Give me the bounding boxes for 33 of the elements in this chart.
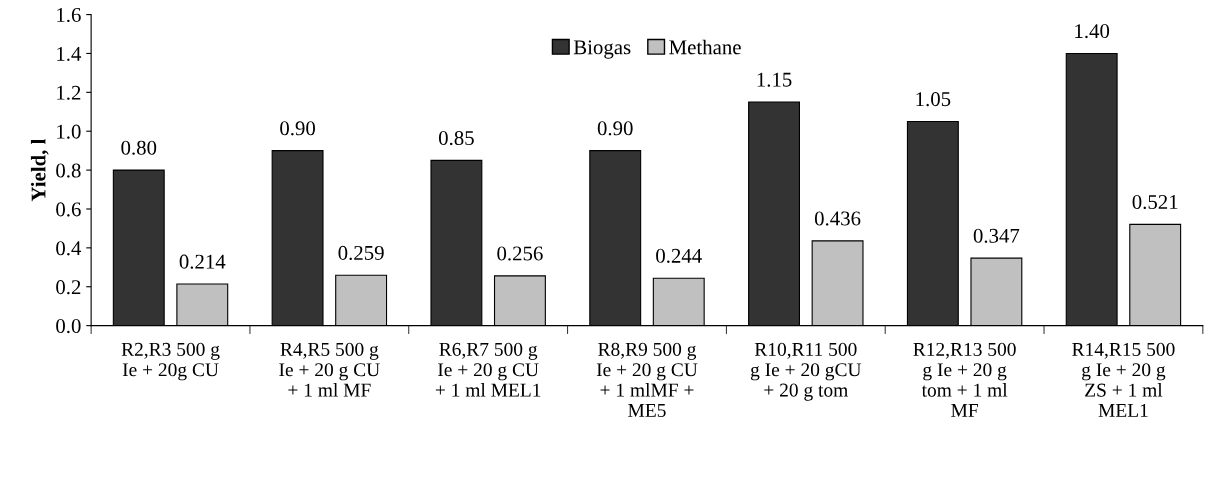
data-label: 1.05 — [916, 92, 951, 107]
x-tick-label: R8,R9 500 g Ie + 20 g CU + 1 mlMF + ME5 — [596, 342, 698, 418]
y-tick-label: 1.0 — [57, 124, 81, 139]
data-label: 0.85 — [438, 130, 474, 146]
y-tick-label: 1.2 — [57, 85, 81, 100]
data-label: 0.436 — [814, 211, 861, 226]
data-label: 0.80 — [121, 140, 157, 155]
data-label: 0.259 — [338, 245, 384, 261]
x-tick-label: R4,R5 500 g Ie + 20 g CU + 1 ml MF — [279, 342, 380, 397]
data-label: 0.214 — [179, 254, 226, 269]
x-tick-label: R2,R3 500 g Ie + 20g CU — [121, 342, 220, 381]
data-label: 1.15 — [757, 72, 792, 87]
data-label: 0.244 — [656, 248, 702, 263]
legend-label: Biogas — [573, 40, 631, 59]
data-label: 0.90 — [280, 121, 316, 136]
data-label: 0.347 — [973, 228, 1020, 243]
data-label: 1.40 — [1075, 24, 1110, 39]
y-tick-label: 0.8 — [56, 163, 81, 178]
legend-label: Methane — [669, 39, 741, 55]
y-tick-label: 0.0 — [56, 318, 81, 334]
y-tick-label: 1.6 — [57, 8, 81, 23]
y-tick-label: 0.4 — [56, 241, 82, 256]
x-tick-label: R10,R11 500 g Ie + 20 gCU + 20 g tom — [750, 342, 862, 401]
x-tick-label: R14,R15 500 g Ie + 20 g ZS + 1 ml MEL1 — [1072, 342, 1175, 417]
x-tick-label: R12,R13 500 g Ie + 20 g tom + 1 ml MF — [913, 342, 1016, 417]
y-tick-label: 0.2 — [56, 280, 81, 295]
data-label: 0.521 — [1132, 194, 1178, 210]
x-tick-label: R6,R7 500 g Ie + 20 g CU + 1 ml MEL1 — [435, 342, 541, 397]
y-tick-label: 0.6 — [56, 202, 81, 217]
data-label: 0.256 — [497, 246, 543, 261]
y-axis-title: Yield, l — [30, 139, 49, 202]
y-tick-label: 1.4 — [57, 46, 82, 61]
data-label: 0.90 — [597, 121, 633, 136]
